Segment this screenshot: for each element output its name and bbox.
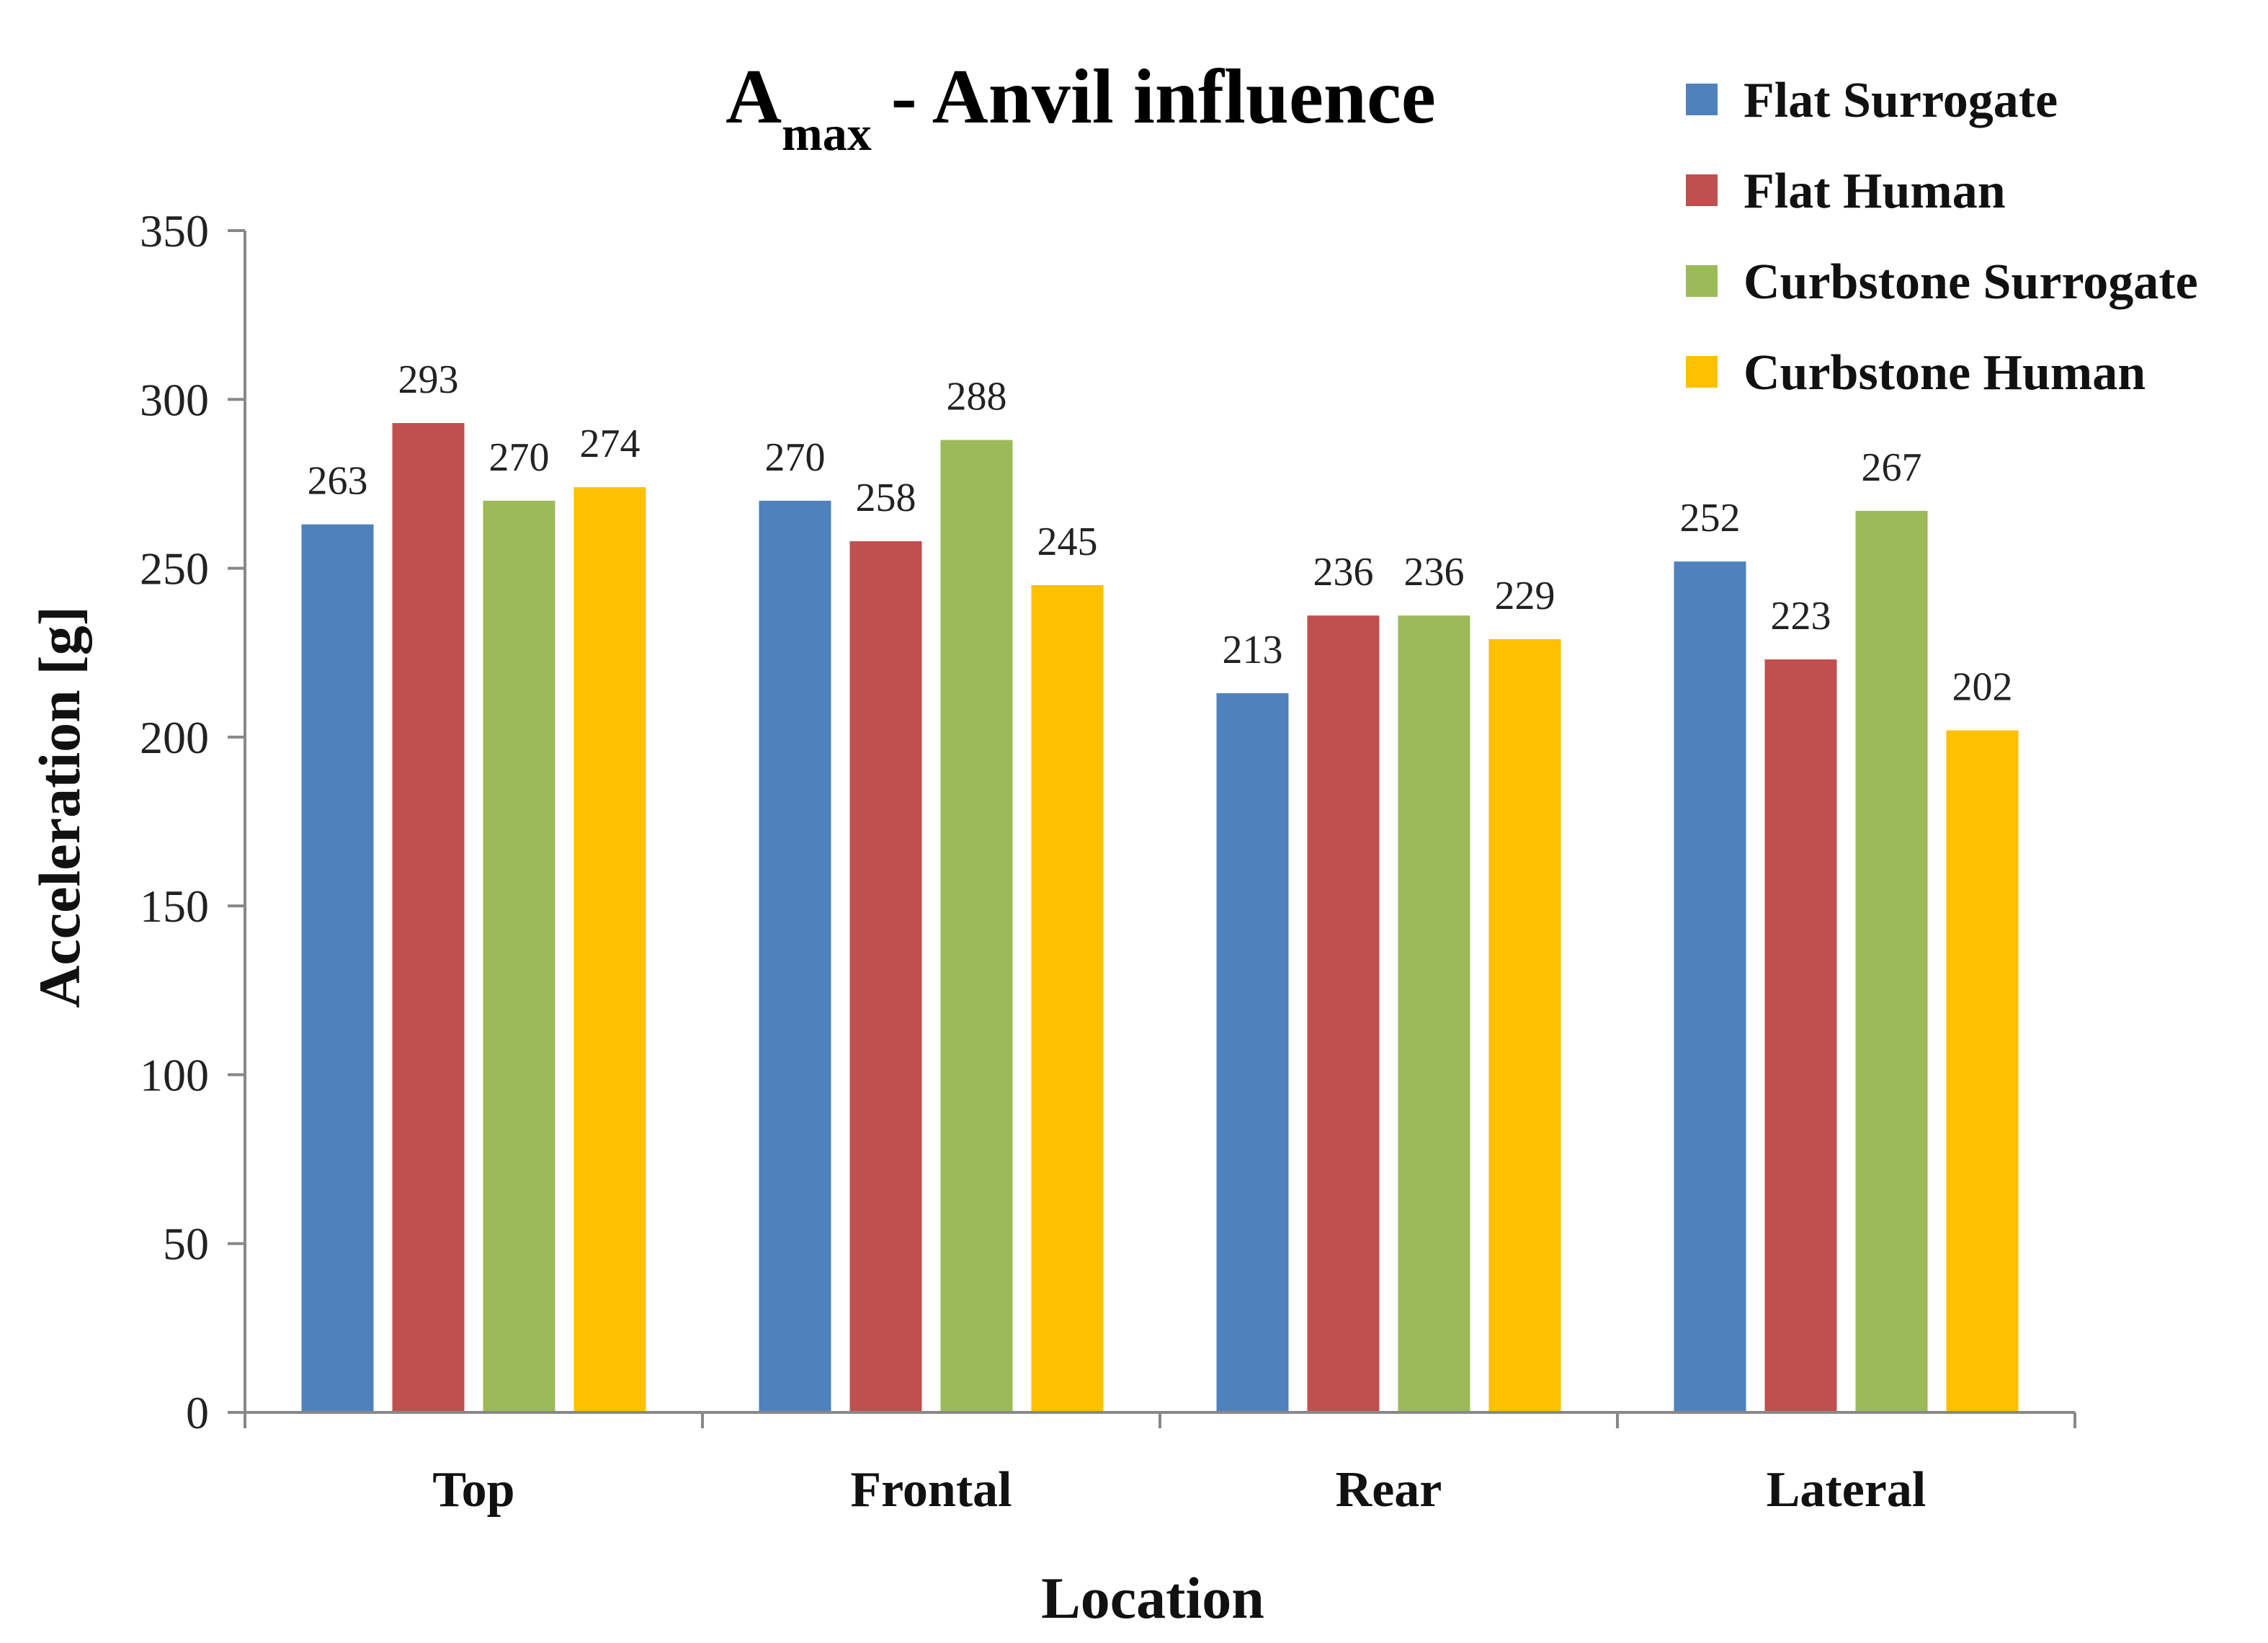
bar-curbstone-surrogate xyxy=(940,440,1013,1412)
data-label-curbstone-surrogate: 267 xyxy=(1862,445,1922,490)
y-tick-label: 50 xyxy=(163,1219,209,1270)
data-label-curbstone-human: 274 xyxy=(580,422,640,466)
data-labels-group: 263 270 213 252 293 258 236 223 270 288 236 267 274 2… xyxy=(308,357,2013,709)
legend-label-flat-human: Flat Human xyxy=(1744,164,2006,219)
y-axis-ticks: 0 50 100 150 200 250 300 350 xyxy=(140,205,245,1438)
bar-flat-surrogate xyxy=(1216,693,1289,1412)
y-tick-label: 100 xyxy=(140,1049,209,1100)
data-label-curbstone-surrogate: 270 xyxy=(489,435,550,480)
y-tick-label: 250 xyxy=(140,543,209,595)
x-axis-ticks xyxy=(244,1412,2076,1428)
bar-flat-human xyxy=(1764,659,1837,1412)
legend-label-curbstone-human: Curbstone Human xyxy=(1744,345,2146,401)
data-label-flat-surrogate: 252 xyxy=(1680,496,1741,540)
data-label-flat-human: 236 xyxy=(1313,550,1374,595)
chart-title: Amax - Anvil influence xyxy=(726,54,1436,161)
data-label-curbstone-surrogate: 236 xyxy=(1404,550,1465,595)
y-axis-title: Acceleration [g] xyxy=(27,606,92,1008)
bar-curbstone-surrogate xyxy=(1855,510,1928,1412)
x-category-label: Frontal xyxy=(850,1462,1012,1518)
bar-curbstone-human xyxy=(1031,585,1104,1412)
y-tick-label: 350 xyxy=(140,205,209,257)
x-axis-category-labels: Top Frontal Rear Lateral xyxy=(432,1462,1926,1518)
chart-title-subscript: max xyxy=(782,106,872,161)
x-axis-title: Location xyxy=(1041,1565,1264,1631)
bar-curbstone-human xyxy=(1488,638,1561,1412)
legend-swatch-curbstone-human xyxy=(1686,356,1718,388)
bar-curbstone-surrogate xyxy=(1398,615,1470,1413)
bar-flat-surrogate xyxy=(1674,561,1746,1413)
data-label-curbstone-human: 229 xyxy=(1495,574,1555,618)
legend-swatch-flat-human xyxy=(1686,174,1718,206)
x-category-label: Lateral xyxy=(1767,1462,1927,1518)
bar-flat-human xyxy=(392,423,465,1412)
data-label-flat-human: 258 xyxy=(856,476,916,520)
bar-series-group xyxy=(301,423,2019,1413)
y-tick-label: 150 xyxy=(140,881,209,932)
legend-label-curbstone-surrogate: Curbstone Surrogate xyxy=(1744,254,2198,310)
bar-flat-surrogate xyxy=(301,524,374,1412)
chart-title-main: A xyxy=(726,54,782,140)
data-label-flat-surrogate: 270 xyxy=(765,435,826,480)
legend: Flat Surrogate Flat Human Curbstone Surrog… xyxy=(1686,73,2198,401)
bar-curbstone-human xyxy=(1946,730,2019,1412)
data-label-curbstone-human: 202 xyxy=(1952,664,2013,709)
y-tick-label: 0 xyxy=(186,1387,209,1438)
data-label-flat-surrogate: 263 xyxy=(308,459,368,504)
x-category-label: Top xyxy=(432,1462,514,1518)
x-category-label: Rear xyxy=(1336,1462,1442,1518)
legend-swatch-curbstone-surrogate xyxy=(1686,265,1718,297)
bar-flat-human xyxy=(849,541,922,1412)
data-label-flat-human: 293 xyxy=(398,357,459,402)
bar-flat-surrogate xyxy=(759,500,831,1412)
chart-title-suffix: - Anvil influence xyxy=(872,54,1436,140)
bar-curbstone-human xyxy=(573,487,646,1412)
data-label-curbstone-human: 245 xyxy=(1037,520,1098,564)
bar-curbstone-surrogate xyxy=(483,500,555,1412)
y-tick-label: 200 xyxy=(140,712,209,763)
legend-label-flat-surrogate: Flat Surrogate xyxy=(1744,73,2058,128)
data-label-flat-human: 223 xyxy=(1771,594,1831,638)
legend-swatch-flat-surrogate xyxy=(1686,84,1718,115)
y-tick-label: 300 xyxy=(140,374,209,425)
bar-flat-human xyxy=(1307,615,1380,1413)
data-label-flat-surrogate: 213 xyxy=(1223,628,1283,672)
data-label-curbstone-surrogate: 288 xyxy=(947,375,1007,419)
